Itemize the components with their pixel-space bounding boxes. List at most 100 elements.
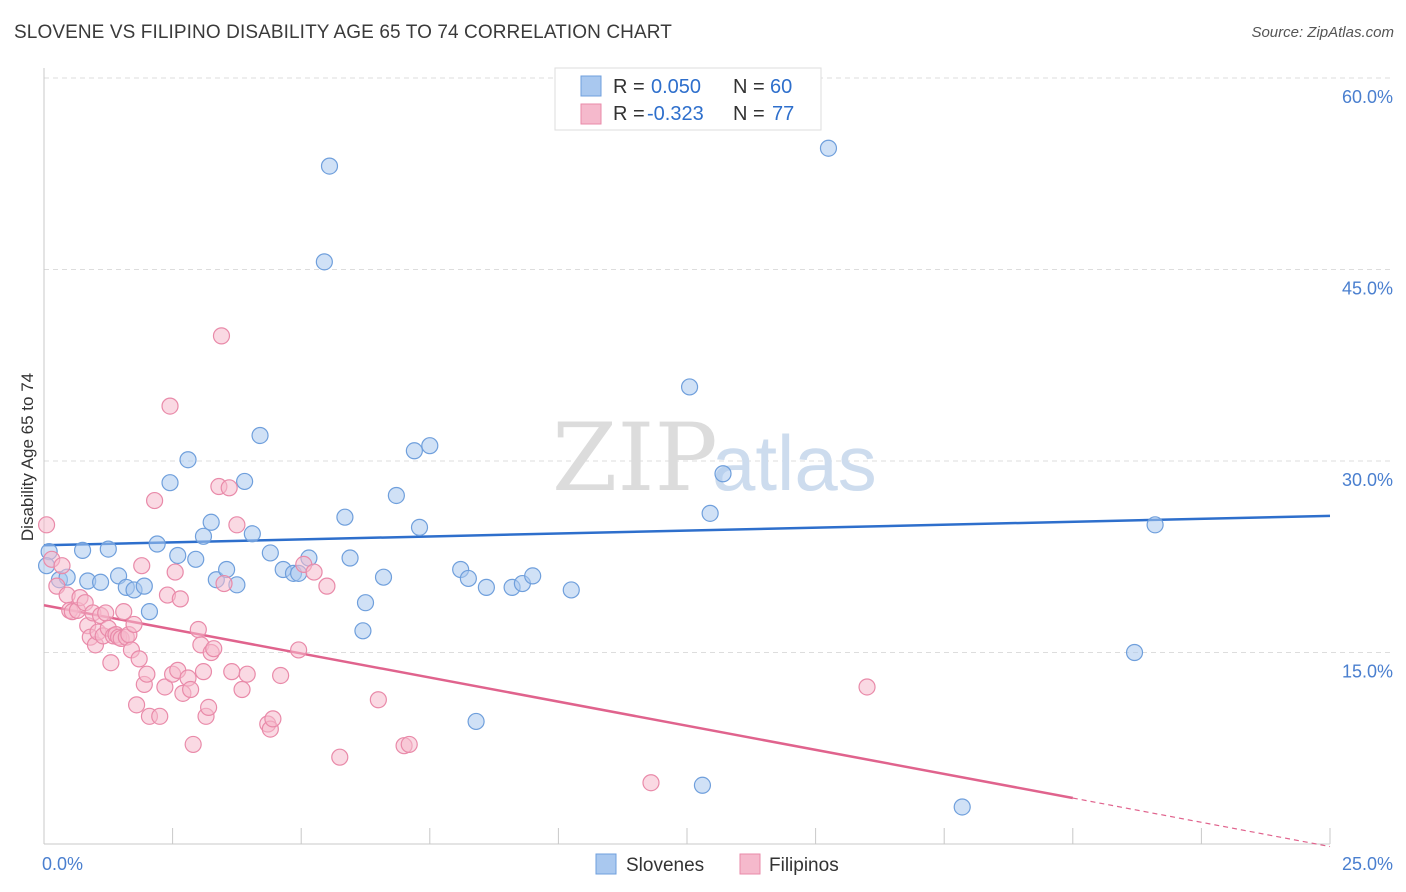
legend-n-label-slovenes: N = bbox=[733, 76, 765, 98]
point-filipinos bbox=[97, 604, 115, 622]
point-filipinos bbox=[290, 641, 308, 659]
point-filipinos bbox=[189, 620, 207, 639]
point-filipinos bbox=[156, 678, 174, 696]
point-slovenes bbox=[421, 437, 439, 455]
legend-n-value-slovenes: 60 bbox=[770, 76, 792, 98]
point-filipinos bbox=[228, 516, 246, 534]
point-slovenes bbox=[1146, 516, 1164, 534]
point-filipinos bbox=[102, 654, 120, 672]
legend-n-label-filipinos: N = bbox=[733, 103, 765, 125]
trend-line-filipinos bbox=[43, 604, 1074, 800]
point-filipinos bbox=[205, 640, 223, 658]
x-tick-labels: 0.0% 25.0% bbox=[42, 854, 1393, 874]
point-filipinos bbox=[171, 590, 189, 608]
watermark-atlas: atlas bbox=[712, 419, 877, 507]
gridlines bbox=[44, 77, 1392, 653]
legend-r-label-slovenes: R = bbox=[613, 76, 645, 98]
point-filipinos bbox=[220, 479, 238, 497]
axes bbox=[43, 68, 1331, 845]
point-filipinos bbox=[130, 650, 148, 668]
point-slovenes bbox=[261, 544, 279, 562]
watermark-zip: ZIP bbox=[552, 404, 718, 513]
point-slovenes bbox=[701, 504, 719, 522]
x-tick-label-max: 25.0% bbox=[1342, 854, 1393, 874]
legend-r-value-slovenes: 0.050 bbox=[651, 76, 701, 98]
point-slovenes bbox=[524, 567, 542, 585]
bottom-legend-label-filipinos: Filipinos bbox=[769, 855, 839, 876]
point-filipinos bbox=[125, 615, 143, 634]
point-slovenes bbox=[356, 594, 375, 612]
legend-r-value-filipinos: -0.323 bbox=[647, 103, 704, 125]
point-filipinos bbox=[133, 557, 151, 575]
watermark: ZIP atlas bbox=[552, 404, 877, 513]
point-slovenes bbox=[91, 573, 110, 591]
point-filipinos bbox=[233, 680, 251, 699]
point-slovenes bbox=[693, 776, 712, 794]
point-slovenes bbox=[218, 560, 236, 579]
point-filipinos bbox=[53, 557, 71, 575]
y-tick-label-60: 60.0% bbox=[1342, 87, 1393, 107]
point-slovenes bbox=[194, 527, 213, 545]
chart-source: Source: ZipAtlas.com bbox=[1251, 24, 1394, 41]
data-points bbox=[37, 105, 1164, 816]
point-filipinos bbox=[115, 603, 133, 621]
point-slovenes bbox=[714, 465, 732, 483]
point-filipinos bbox=[318, 577, 336, 595]
point-slovenes bbox=[320, 157, 339, 175]
y-tick-label-15: 15.0% bbox=[1342, 662, 1393, 682]
point-slovenes bbox=[187, 550, 205, 568]
point-slovenes bbox=[680, 378, 699, 396]
point-slovenes bbox=[99, 540, 117, 558]
point-filipinos bbox=[305, 563, 323, 581]
point-filipinos bbox=[223, 663, 241, 681]
point-filipinos bbox=[215, 574, 233, 593]
point-filipinos bbox=[200, 698, 218, 716]
bottom-legend: Slovenes Filipinos bbox=[595, 853, 839, 876]
point-slovenes bbox=[135, 577, 153, 595]
trend-lines bbox=[43, 514, 1331, 848]
point-filipinos bbox=[264, 710, 282, 728]
point-slovenes bbox=[179, 451, 197, 469]
trend-line-slovenes bbox=[43, 514, 1331, 547]
point-filipinos bbox=[212, 327, 231, 345]
point-slovenes bbox=[459, 569, 477, 588]
point-slovenes bbox=[819, 139, 838, 157]
bottom-legend-swatch-slovenes bbox=[595, 853, 617, 875]
point-slovenes bbox=[410, 518, 429, 536]
y-tick-labels: 15.0% 30.0% 45.0% 60.0% bbox=[1342, 87, 1393, 682]
point-filipinos bbox=[272, 666, 290, 685]
point-slovenes bbox=[374, 568, 393, 586]
point-filipinos bbox=[331, 748, 349, 766]
legend-n-value-filipinos: 77 bbox=[772, 103, 794, 125]
point-filipinos bbox=[194, 663, 213, 681]
point-filipinos bbox=[238, 665, 256, 683]
point-filipinos bbox=[161, 397, 179, 415]
point-filipinos bbox=[369, 691, 387, 709]
legend: R = 0.050 N = 60 R = -0.323 N = 77 bbox=[554, 67, 822, 131]
point-slovenes bbox=[148, 535, 166, 553]
y-axis-label: Disability Age 65 to 74 bbox=[18, 373, 37, 541]
point-slovenes bbox=[169, 546, 187, 565]
point-slovenes bbox=[1125, 643, 1144, 662]
point-filipinos bbox=[37, 516, 56, 534]
point-slovenes bbox=[202, 513, 220, 531]
y-tick-label-45: 45.0% bbox=[1342, 279, 1393, 299]
point-slovenes bbox=[477, 578, 495, 596]
chart-title: SLOVENE VS FILIPINO DISABILITY AGE 65 TO… bbox=[14, 22, 672, 43]
point-slovenes bbox=[341, 549, 359, 567]
x-tick-label-min: 0.0% bbox=[42, 854, 83, 874]
point-filipinos bbox=[184, 735, 202, 754]
point-slovenes bbox=[236, 472, 254, 491]
point-slovenes bbox=[467, 712, 485, 731]
point-slovenes bbox=[354, 622, 372, 640]
point-slovenes bbox=[336, 508, 354, 526]
point-slovenes bbox=[315, 253, 333, 271]
bottom-legend-swatch-filipinos bbox=[739, 853, 761, 875]
legend-r-label-filipinos: R = bbox=[613, 103, 645, 125]
point-slovenes bbox=[140, 603, 159, 621]
point-slovenes bbox=[387, 486, 405, 505]
series-filipinos bbox=[37, 327, 876, 792]
legend-swatch-filipinos bbox=[580, 103, 602, 125]
point-filipinos bbox=[151, 707, 169, 725]
